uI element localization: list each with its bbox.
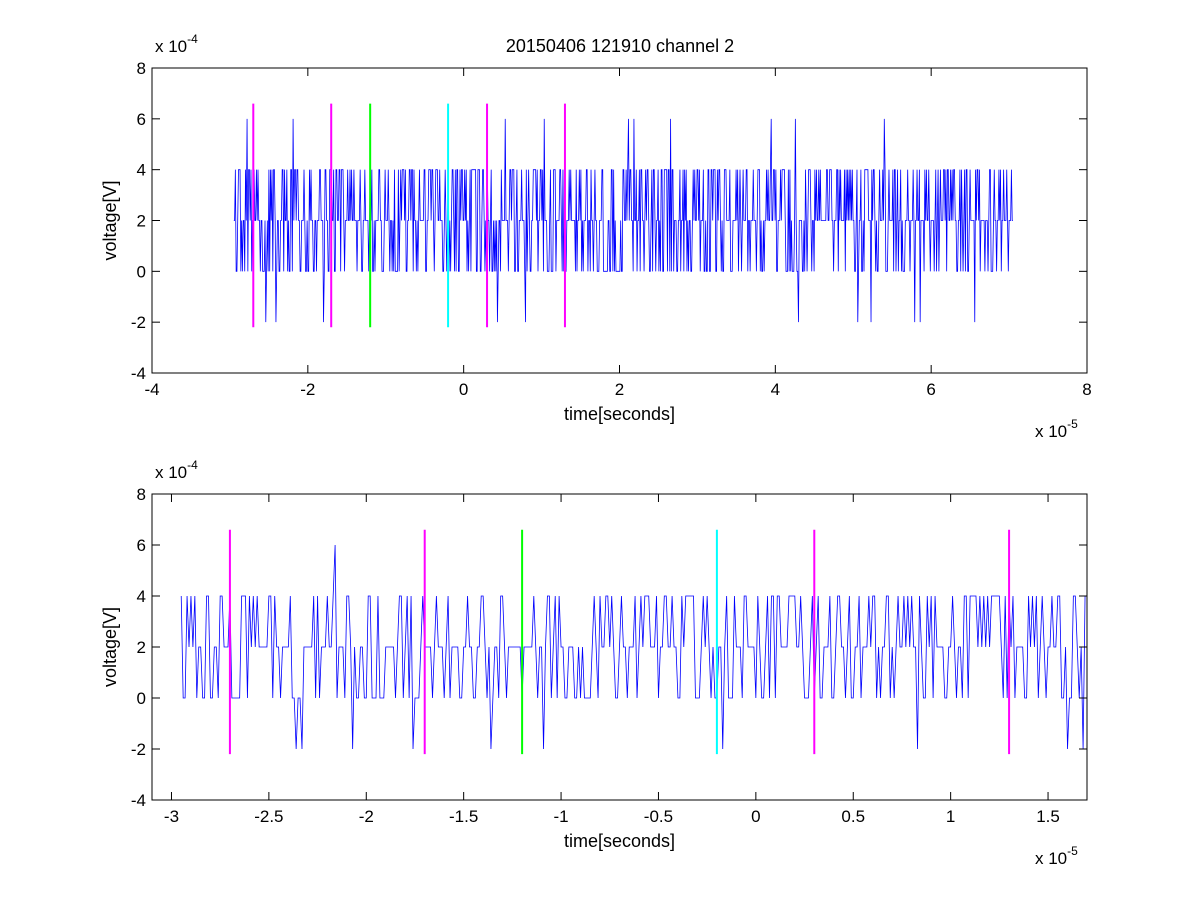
x-axis-label: time[seconds] xyxy=(564,831,675,851)
x-tick-label: 0 xyxy=(751,807,760,826)
y-tick-label: -2 xyxy=(131,313,146,332)
y-tick-label: 2 xyxy=(137,638,146,657)
y-tick-label: 8 xyxy=(137,485,146,504)
x-tick-label: -4 xyxy=(144,380,159,399)
x-tick-label: 6 xyxy=(926,380,935,399)
x-exponent-value: -5 xyxy=(1067,417,1078,431)
x-tick-label: -1.5 xyxy=(449,807,478,826)
y-tick-label: 8 xyxy=(137,59,146,78)
y-tick-label: 4 xyxy=(137,587,146,606)
x-tick-label: -1 xyxy=(554,807,569,826)
x-tick-label: 1 xyxy=(946,807,955,826)
x-tick-label: 0.5 xyxy=(841,807,865,826)
y-tick-label: 0 xyxy=(137,262,146,281)
figure-title: 20150406 121910 channel 2 xyxy=(506,36,734,56)
x-tick-label: 4 xyxy=(771,380,780,399)
signal-line xyxy=(180,544,1087,750)
x-tick-label: 8 xyxy=(1082,380,1091,399)
x-tick-label: 0 xyxy=(459,380,468,399)
top-plot: -4 -2 0 2 4 6 8 -4 -2 0 2 4 6 8 time[seconds] voltage[V… xyxy=(100,32,1092,441)
y-exponent-value: -4 xyxy=(187,32,198,46)
bottom-plot: -3 -2.5 -2 -1.5 -1 -0.5 0 0.5 1 1.5 -4 -2 0 2 4 6 8 time[… xyxy=(100,458,1088,868)
signal-line xyxy=(233,118,1013,323)
y-tick-label: 6 xyxy=(137,536,146,555)
y-exponent-value: -4 xyxy=(187,458,198,472)
x-tick-label: -3 xyxy=(164,807,179,826)
y-axis-label: voltage[V] xyxy=(100,607,120,687)
y-tick-label: -4 xyxy=(131,364,146,383)
y-tick-label: -4 xyxy=(131,791,146,810)
y-tick-label: 0 xyxy=(137,689,146,708)
x-exponent-value: -5 xyxy=(1067,844,1078,858)
y-tick-label: 2 xyxy=(137,212,146,231)
y-tick-label: 6 xyxy=(137,110,146,129)
x-tick-label: 2 xyxy=(615,380,624,399)
y-tick-label: -2 xyxy=(131,740,146,759)
x-tick-label: 1.5 xyxy=(1036,807,1060,826)
y-tick-label: 4 xyxy=(137,161,146,180)
x-axis-label: time[seconds] xyxy=(564,404,675,424)
x-tick-label: -2 xyxy=(300,380,315,399)
x-tick-label: -2 xyxy=(359,807,374,826)
x-tick-label: -0.5 xyxy=(644,807,673,826)
x-tick-label: -2.5 xyxy=(254,807,283,826)
y-axis-label: voltage[V] xyxy=(100,180,120,260)
